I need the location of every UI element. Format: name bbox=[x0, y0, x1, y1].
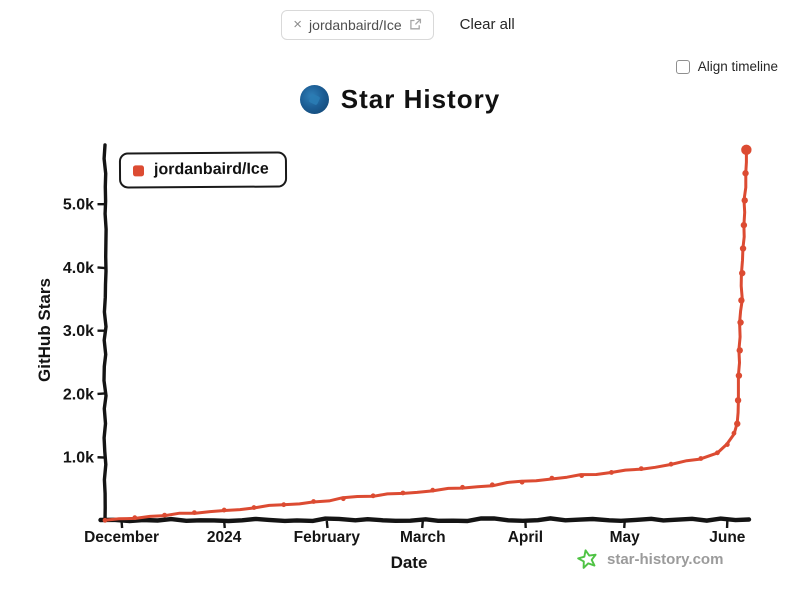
data-point bbox=[739, 245, 747, 252]
data-point bbox=[489, 482, 495, 488]
data-point bbox=[714, 450, 720, 456]
green-star-icon bbox=[577, 549, 597, 569]
x-tick-label: May bbox=[610, 529, 641, 546]
legend-label: jordanbaird/Ice bbox=[153, 160, 269, 179]
data-point bbox=[251, 505, 257, 510]
data-point bbox=[738, 297, 745, 304]
data-point bbox=[609, 470, 614, 475]
align-timeline-label: Align timeline bbox=[697, 59, 778, 74]
y-tick-label: 4.0k bbox=[63, 260, 94, 277]
y-tick-label: 1.0k bbox=[63, 450, 94, 467]
data-point bbox=[430, 487, 436, 493]
data-point bbox=[698, 456, 704, 461]
data-point bbox=[742, 170, 749, 177]
repo-chip[interactable]: × jordanbaird/Ice bbox=[281, 10, 434, 40]
data-point bbox=[737, 319, 744, 326]
x-axis bbox=[98, 516, 752, 524]
data-point bbox=[370, 493, 376, 499]
watermark-label: star-history.com bbox=[607, 551, 724, 568]
x-tick-label: 2024 bbox=[207, 529, 242, 546]
data-point bbox=[638, 466, 644, 472]
data-point bbox=[736, 347, 743, 354]
x-tick-label: March bbox=[400, 529, 446, 546]
y-tick-label: 3.0k bbox=[63, 323, 94, 340]
data-point bbox=[102, 517, 108, 523]
clear-all-button[interactable]: Clear all bbox=[456, 14, 519, 35]
data-point bbox=[460, 484, 465, 490]
data-point bbox=[739, 269, 746, 277]
legend-marker-icon bbox=[132, 164, 145, 176]
data-point bbox=[734, 420, 741, 427]
data-point bbox=[724, 442, 730, 447]
x-tick-label: June bbox=[709, 529, 746, 546]
data-point bbox=[668, 461, 674, 467]
data-point bbox=[741, 197, 748, 204]
align-timeline-checkbox[interactable] bbox=[675, 59, 690, 74]
data-point bbox=[281, 502, 287, 508]
y-tick-mark bbox=[97, 266, 106, 270]
y-tick-label: 5.0k bbox=[63, 197, 94, 214]
star-history-logo-icon bbox=[299, 85, 329, 114]
data-point bbox=[221, 507, 227, 513]
data-point bbox=[549, 475, 555, 481]
toolbar: × jordanbaird/Ice Clear all bbox=[0, 10, 800, 40]
x-tick-mark bbox=[222, 520, 226, 529]
x-tick-mark bbox=[325, 520, 329, 529]
series-end-point bbox=[741, 144, 752, 156]
data-point bbox=[311, 499, 316, 504]
watermark: star-history.com bbox=[576, 548, 723, 571]
data-point bbox=[734, 397, 742, 404]
data-point bbox=[740, 221, 748, 229]
x-axis-title: Date bbox=[391, 553, 428, 572]
data-point bbox=[579, 473, 585, 478]
x-tick-label: April bbox=[508, 529, 543, 546]
data-point bbox=[519, 479, 525, 485]
x-tick-label: December bbox=[84, 529, 159, 546]
data-point bbox=[400, 490, 406, 496]
y-axis bbox=[102, 143, 108, 523]
x-tick-label: February bbox=[294, 529, 361, 546]
legend[interactable]: jordanbaird/Ice bbox=[118, 151, 287, 189]
repo-chip-label: jordanbaird/Ice bbox=[309, 16, 402, 33]
y-tick-label: 2.0k bbox=[63, 386, 94, 403]
external-link-icon[interactable] bbox=[409, 18, 422, 31]
data-point bbox=[735, 372, 743, 379]
page-title: Star History bbox=[340, 84, 501, 114]
align-timeline-control[interactable]: Align timeline bbox=[675, 59, 778, 74]
data-point bbox=[162, 512, 167, 518]
page-title-row: Star History bbox=[0, 84, 800, 115]
data-point bbox=[731, 430, 737, 436]
remove-repo-icon[interactable]: × bbox=[293, 16, 303, 33]
series-line bbox=[103, 148, 748, 522]
x-tick-mark bbox=[421, 520, 424, 529]
y-axis-title: GitHub Stars bbox=[35, 278, 54, 382]
x-tick-mark bbox=[120, 520, 124, 529]
data-point bbox=[132, 515, 138, 521]
data-point bbox=[191, 510, 197, 515]
data-point bbox=[340, 496, 346, 502]
